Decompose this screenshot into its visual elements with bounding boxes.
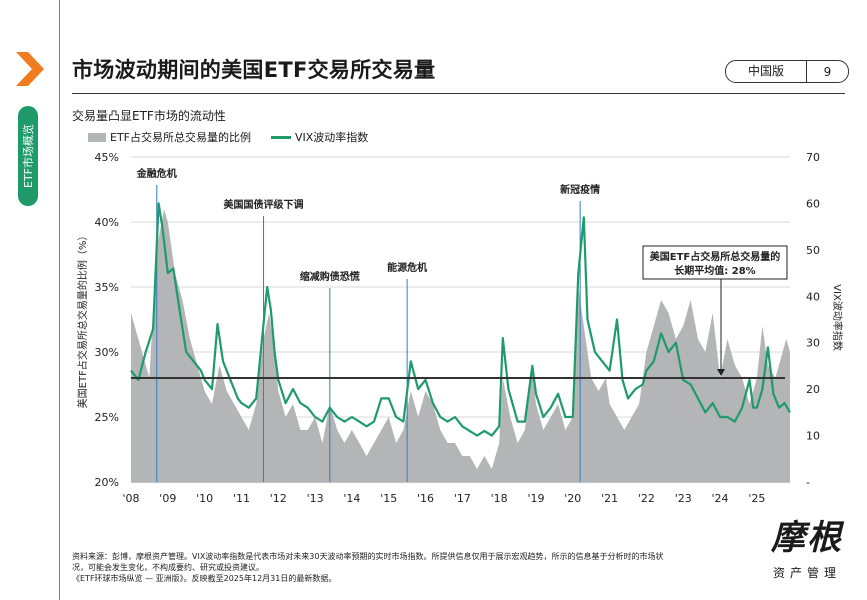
y-right-tick-label: - <box>806 476 810 489</box>
event-label: 缩减购债恐慌 <box>300 270 360 283</box>
event-label: 金融危机 <box>136 167 177 180</box>
average-callout-box <box>642 245 788 280</box>
page-title: 市场波动期间的美国ETF交易所交易量 <box>72 58 436 82</box>
x-tick-label: '11 <box>233 492 250 505</box>
edition-label: 中国版 <box>726 61 807 82</box>
x-tick-label: '19 <box>527 492 544 505</box>
legend-area-swatch <box>88 132 106 142</box>
y-left-tick-label: 35% <box>95 281 119 294</box>
y-right-tick-label: 40 <box>806 290 820 303</box>
x-tick-label: '13 <box>307 492 324 505</box>
edition-page-pill: 中国版 9 <box>725 60 849 83</box>
y-left-tick-label: 20% <box>95 476 119 489</box>
x-tick-label: '18 <box>491 492 508 505</box>
y-left-tick-label: 30% <box>95 346 119 359</box>
chevron-right-icon <box>16 52 44 86</box>
y-right-tick-label: 70 <box>806 151 820 164</box>
chart-legend: ETF占交易所总交易量的比例 VIX波动率指数 <box>88 129 368 145</box>
company-logo: 摩根 资产管理 <box>762 518 852 581</box>
y-right-tick-label: 20 <box>806 383 820 396</box>
x-tick-label: '20 <box>564 492 581 505</box>
y-right-tick-label: 60 <box>806 197 820 210</box>
x-tick-label: '15 <box>380 492 397 505</box>
x-tick-label: '16 <box>417 492 434 505</box>
y-right-tick-label: 50 <box>806 244 820 257</box>
x-tick-label: '17 <box>454 492 471 505</box>
y-left-tick-label: 45% <box>95 151 119 164</box>
event-label: 新冠疫情 <box>560 183 600 196</box>
average-callout-line-2: 长期平均值: 28% <box>674 264 755 277</box>
x-tick-label: '09 <box>159 492 176 505</box>
event-label: 美国国债评级下调 <box>224 198 304 211</box>
y-right-axis-label: VIX波动率指数 <box>831 284 844 351</box>
average-callout-line-1: 美国ETF占交易所总交易量的 <box>650 250 780 263</box>
page-number: 9 <box>823 64 832 79</box>
left-margin-rule <box>59 0 60 600</box>
x-tick-label: '21 <box>601 492 618 505</box>
y-left-tick-label: 40% <box>95 216 119 229</box>
logo-main-text: 摩根 <box>771 518 843 558</box>
x-tick-label: '24 <box>712 492 729 505</box>
title-divider <box>72 93 845 94</box>
y-left-tick-label: 25% <box>95 411 119 424</box>
x-tick-label: '23 <box>675 492 692 505</box>
x-tick-label: '08 <box>122 492 139 505</box>
y-right-tick-label: 30 <box>806 337 820 350</box>
x-tick-label: '22 <box>638 492 655 505</box>
logo-sub-text: 资产管理 <box>772 566 841 580</box>
footnote-line-3: 《ETF环球市场纵览 — 亚洲版》。反映截至2025年12月31日的最新数据。 <box>72 574 337 583</box>
side-section-tab[interactable]: ETF市场概览 <box>18 106 38 206</box>
callout-arrow-head <box>717 369 725 376</box>
y-left-axis-label: 美国ETF占交易所总交易量的比例（%） <box>76 231 89 409</box>
x-tick-label: '14 <box>343 492 360 505</box>
legend-area-label: ETF占交易所总交易量的比例 <box>110 131 251 144</box>
footnote-line-2: 况，可能会发生变化，不构成要约、研究或投资建议。 <box>72 563 264 572</box>
legend-line-label: VIX波动率指数 <box>295 131 369 144</box>
chart-subtitle: 交易量凸显ETF市场的流动性 <box>72 109 226 123</box>
x-tick-label: '12 <box>270 492 287 505</box>
legend-line-swatch <box>271 135 291 139</box>
event-label: 能源危机 <box>387 261 427 274</box>
etf-share-area <box>131 209 790 482</box>
x-tick-label: '25 <box>748 492 765 505</box>
footnote: 资料来源：彭博，摩根资产管理。VIX波动率指数是代表市场对未来30天波动率预期的… <box>72 551 772 584</box>
y-right-tick-label: 10 <box>806 430 820 443</box>
vix-line <box>130 202 791 437</box>
footnote-line-1: 资料来源：彭博，摩根资产管理。VIX波动率指数是代表市场对未来30天波动率预期的… <box>72 552 664 561</box>
x-tick-label: '10 <box>196 492 213 505</box>
